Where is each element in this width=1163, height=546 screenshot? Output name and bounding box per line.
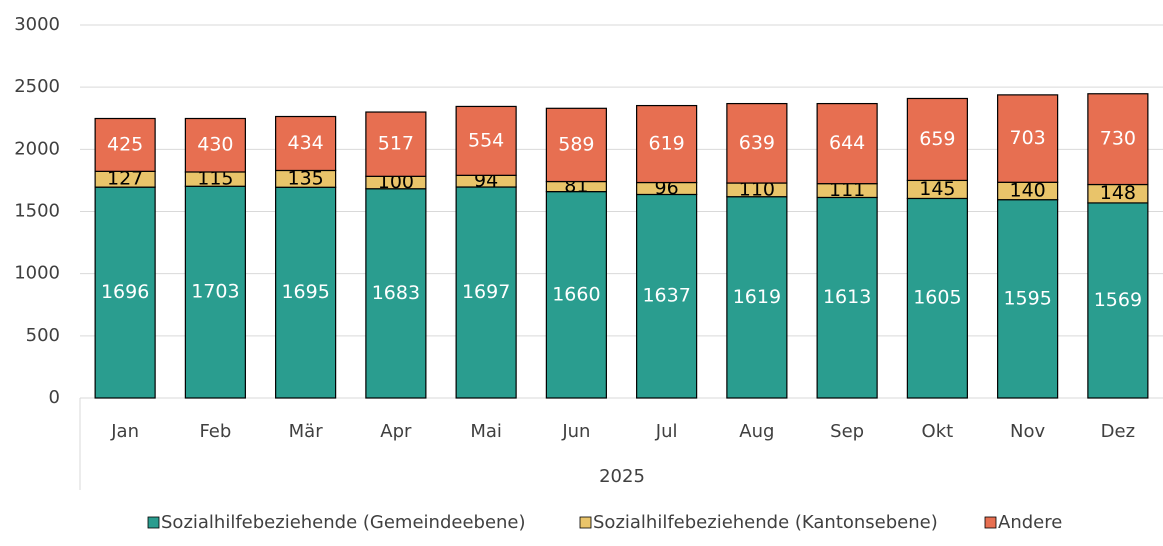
bar-segment xyxy=(906,197,968,399)
x-tick-label: Nov xyxy=(1010,421,1045,442)
data-label: 1660 xyxy=(552,283,600,305)
bar-segment xyxy=(636,193,698,399)
bar-segment xyxy=(997,199,1059,399)
bar-segment xyxy=(94,117,156,172)
data-label: 639 xyxy=(739,132,775,154)
bar-segment xyxy=(455,105,517,176)
data-label: 140 xyxy=(1009,179,1045,201)
data-label: 1683 xyxy=(372,282,420,304)
bar-segment xyxy=(545,191,607,399)
data-label: 703 xyxy=(1009,127,1045,149)
bar-segment xyxy=(184,185,246,399)
x-tick-label: Jan xyxy=(110,421,139,442)
data-label: 111 xyxy=(829,179,865,201)
y-tick-label: 3000 xyxy=(14,14,60,35)
data-label: 1695 xyxy=(281,281,329,303)
x-tick-label: Dez xyxy=(1101,421,1135,442)
data-label: 1595 xyxy=(1003,287,1051,309)
bar-segment xyxy=(365,111,427,177)
data-label: 1696 xyxy=(101,281,149,303)
bar-segment xyxy=(1087,93,1149,186)
bar-segment xyxy=(275,115,337,172)
y-tick-label: 1000 xyxy=(14,263,60,284)
bar-segment xyxy=(997,94,1059,183)
data-label: 1569 xyxy=(1094,289,1142,311)
data-label: 110 xyxy=(739,178,775,200)
x-tick-label: Sep xyxy=(830,421,864,442)
data-label: 1605 xyxy=(913,287,961,309)
data-label: 425 xyxy=(107,133,143,155)
data-label: 145 xyxy=(919,178,955,200)
legend-label: Andere xyxy=(998,512,1062,533)
data-label: 434 xyxy=(287,132,323,154)
bar-segment xyxy=(455,186,517,399)
bar-segment xyxy=(726,196,788,399)
x-tick-label: Apr xyxy=(380,421,412,442)
x-tick-label: Feb xyxy=(199,421,231,442)
bar-segment xyxy=(636,104,698,184)
bar-segment xyxy=(184,117,246,173)
y-tick-label: 2500 xyxy=(14,76,60,97)
data-label: 517 xyxy=(378,133,414,155)
bar-segment xyxy=(1087,202,1149,399)
data-label: 619 xyxy=(648,133,684,155)
data-label: 430 xyxy=(197,134,233,156)
x-tick-label: Mär xyxy=(289,421,324,442)
x-tick-label: Jul xyxy=(655,421,678,442)
data-label: 127 xyxy=(107,168,143,190)
data-label: 1697 xyxy=(462,281,510,303)
y-tick-label: 0 xyxy=(49,387,60,408)
bar-segment xyxy=(816,102,878,185)
data-label: 554 xyxy=(468,129,504,151)
x-tick-label: Aug xyxy=(739,421,774,442)
y-tick-label: 500 xyxy=(26,325,60,346)
data-label: 589 xyxy=(558,133,594,155)
data-label: 148 xyxy=(1100,182,1136,204)
data-label: 1613 xyxy=(823,286,871,308)
legend-label: Sozialhilfebeziehende (Gemeindeebene) xyxy=(161,512,526,533)
data-label: 1703 xyxy=(191,281,239,303)
data-label: 1637 xyxy=(642,285,690,307)
legend-swatch xyxy=(147,516,160,529)
x-tick-label: Okt xyxy=(922,421,954,442)
bar-segment xyxy=(816,196,878,399)
bar-segment xyxy=(726,102,788,184)
y-tick-label: 2000 xyxy=(14,138,60,159)
data-label: 644 xyxy=(829,132,865,154)
y-tick-label: 1500 xyxy=(14,201,60,222)
bar-segment xyxy=(545,107,607,183)
data-label: 730 xyxy=(1100,128,1136,150)
x-tick-label: Mai xyxy=(470,421,502,442)
data-label: 659 xyxy=(919,128,955,150)
data-label: 115 xyxy=(197,168,233,190)
group-label: 2025 xyxy=(599,466,645,487)
bar-segment xyxy=(275,186,337,399)
legend-swatch xyxy=(984,516,997,529)
data-label: 135 xyxy=(287,167,323,189)
legend-label: Sozialhilfebeziehende (Kantonsebene) xyxy=(593,512,938,533)
bar-segment xyxy=(906,97,968,182)
bar-segment xyxy=(365,188,427,399)
data-label: 1619 xyxy=(733,286,781,308)
bar-segment xyxy=(94,186,156,399)
x-tick-label: Jun xyxy=(561,421,590,442)
legend-swatch xyxy=(579,516,592,529)
